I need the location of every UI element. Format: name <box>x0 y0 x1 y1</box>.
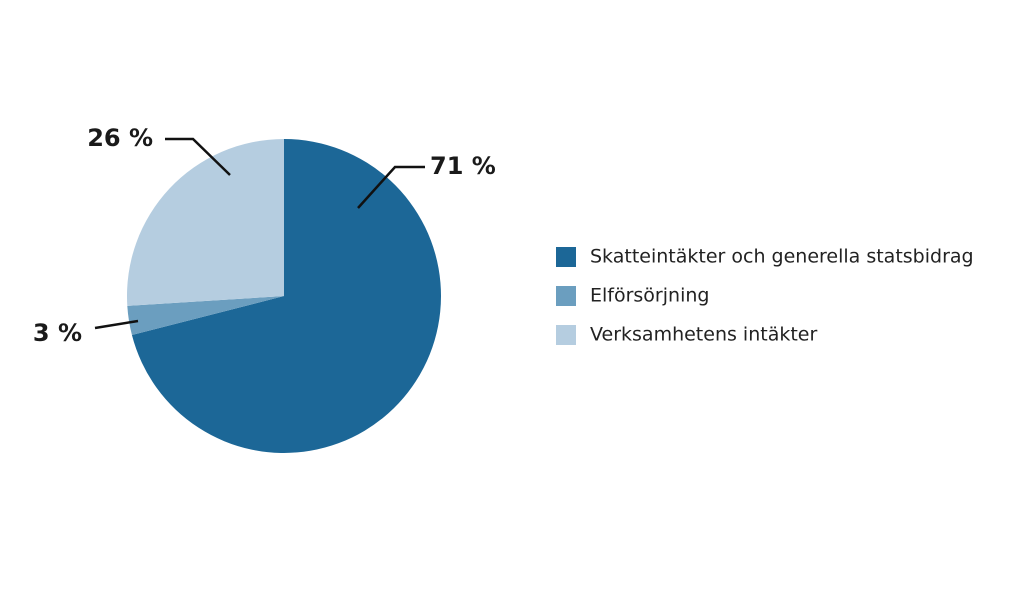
pie-slice <box>127 139 284 306</box>
legend-swatch <box>556 325 576 345</box>
legend-swatch <box>556 286 576 306</box>
legend-label: Elförsörjning <box>590 285 709 307</box>
leader-line <box>165 137 231 176</box>
legend-label: Verksamhetens intäkter <box>590 324 817 346</box>
leader-line <box>357 165 425 209</box>
data-label: 3 % <box>33 319 82 347</box>
pie-slice <box>127 296 284 336</box>
legend-swatch <box>556 247 576 267</box>
data-label: 26 % <box>87 124 153 152</box>
legend-label: Skatteintäkter och generella statsbidrag <box>590 246 974 268</box>
pie-slice <box>131 139 442 454</box>
data-label: 71 % <box>430 152 496 180</box>
leader-line <box>94 319 139 330</box>
